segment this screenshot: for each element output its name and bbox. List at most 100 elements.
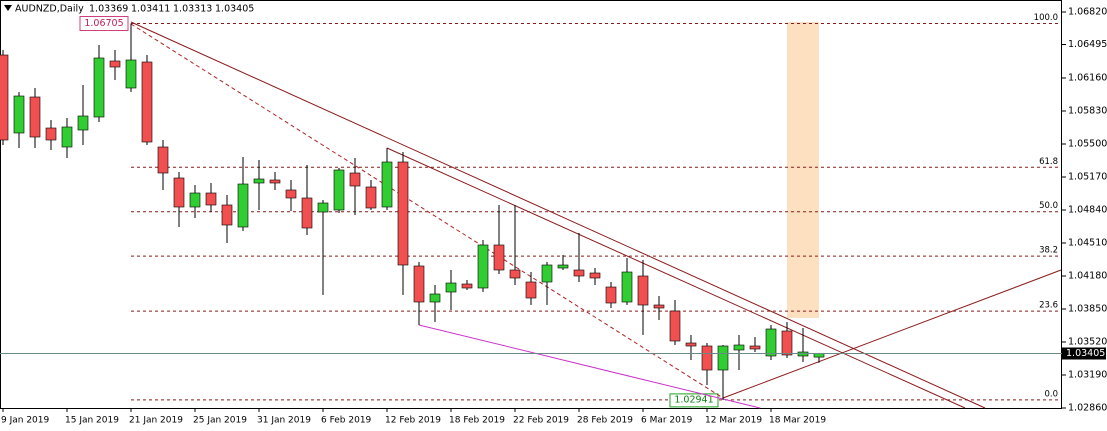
candle-body	[781, 330, 793, 356]
candle-body	[125, 59, 137, 89]
candle-body	[109, 60, 121, 68]
candle-body	[557, 264, 569, 269]
x-tick-label: 15 Jan 2019	[65, 416, 119, 426]
candle-body	[733, 344, 745, 351]
candle-body	[397, 161, 409, 266]
y-tick-label: 1.05500	[1068, 139, 1107, 150]
candle-body	[269, 179, 281, 184]
candle-body	[477, 244, 489, 289]
candle-body	[589, 272, 601, 279]
candle-body	[749, 345, 761, 350]
x-tick-label: 6 Mar 2019	[641, 416, 693, 426]
candle-body	[701, 345, 713, 371]
candle-body	[461, 283, 473, 289]
y-tick-label: 1.03190	[1068, 370, 1107, 381]
candle-body	[349, 172, 361, 187]
x-tick-label: 9 Jan 2019	[1, 416, 49, 426]
fibo-level-label: 61.8	[1039, 157, 1058, 167]
candle-body	[637, 275, 649, 306]
fibo-high-label: 1.06705	[84, 18, 123, 29]
candle-body	[141, 61, 153, 143]
x-tick-label: 12 Mar 2019	[705, 416, 762, 426]
y-tick-label: 1.04180	[1068, 271, 1107, 282]
fibo-low-label: 1.02941	[674, 394, 713, 405]
x-tick-label: 18 Feb 2019	[449, 416, 505, 426]
menu-triangle	[4, 5, 12, 11]
trend-line	[386, 147, 966, 409]
header-close: 1.03405	[215, 4, 254, 15]
candle-body	[413, 265, 425, 303]
candle-body	[221, 204, 233, 226]
x-tick-label: 12 Feb 2019	[385, 416, 441, 426]
candle-body	[205, 192, 217, 206]
candle-body	[45, 127, 57, 141]
y-tick-label: 1.04840	[1068, 205, 1107, 216]
candle-body	[717, 345, 729, 371]
candle-body	[13, 95, 25, 134]
candle-body	[61, 126, 73, 148]
x-tick-label: 28 Feb 2019	[577, 416, 633, 426]
header-open: 1.03369	[89, 4, 128, 15]
y-tick-label: 1.03520	[1068, 337, 1107, 348]
candle-body	[173, 177, 185, 208]
x-tick-label: 25 Jan 2019	[193, 416, 247, 426]
candle-body	[429, 293, 441, 303]
candle-body	[669, 310, 681, 342]
fibo-level-label: 100.0	[1034, 13, 1058, 23]
trend-line	[130, 21, 986, 409]
candle-body	[365, 186, 377, 209]
candle-body	[0, 54, 9, 141]
candle-body	[525, 281, 537, 299]
candle-body	[621, 271, 633, 303]
fibo-trend-line	[130, 23, 724, 399]
candle-body	[301, 197, 313, 229]
candle-body	[445, 282, 457, 293]
fibo-low-box	[669, 393, 719, 408]
candle-body	[157, 146, 169, 174]
candle-body	[381, 161, 393, 208]
fibo-level-label: 23.6	[1039, 301, 1058, 311]
support-line	[418, 324, 761, 409]
candle-body	[765, 328, 777, 357]
fibo-high-box	[79, 16, 129, 31]
current-price-box	[1062, 347, 1106, 360]
fibo-zone	[787, 22, 819, 318]
current-price-label: 1.03405	[1066, 348, 1105, 359]
candle-body	[317, 202, 329, 213]
y-tick-label: 1.06495	[1068, 39, 1107, 50]
y-tick-label: 1.06820	[1068, 7, 1107, 18]
candle-body	[253, 178, 265, 184]
plot-frame	[0, 0, 1062, 409]
candle-body	[77, 115, 89, 131]
y-tick-label: 1.06160	[1068, 73, 1107, 84]
fibo-level-label: 38.2	[1039, 246, 1058, 256]
candle-body	[237, 183, 249, 228]
candle-body	[509, 269, 521, 279]
header-low: 1.03313	[173, 4, 212, 15]
y-tick-label: 1.05170	[1068, 172, 1107, 183]
fibo-level-label: 50.0	[1039, 201, 1058, 211]
candle-body	[29, 96, 41, 138]
x-tick-label: 22 Feb 2019	[513, 416, 569, 426]
candle-body	[189, 192, 201, 208]
candle-body	[541, 264, 553, 283]
candle-body	[653, 304, 665, 309]
candle-body	[685, 342, 697, 347]
fibo-level-label: 0.0	[1044, 389, 1058, 399]
x-tick-label: 21 Jan 2019	[129, 416, 183, 426]
candle-body	[605, 286, 617, 304]
y-tick-label: 1.05830	[1068, 106, 1107, 117]
candle-body	[493, 244, 505, 271]
y-tick-label: 1.02860	[1068, 403, 1107, 414]
candle-body	[285, 189, 297, 199]
x-tick-label: 18 Mar 2019	[769, 416, 826, 426]
y-tick-label: 1.04510	[1068, 238, 1107, 249]
y-tick-label: 1.03850	[1068, 304, 1107, 315]
x-tick-label: 31 Jan 2019	[257, 416, 311, 426]
rising-line	[722, 269, 1062, 399]
candle-body	[93, 57, 105, 118]
candle-body	[333, 169, 345, 211]
candle-body	[813, 353, 825, 358]
